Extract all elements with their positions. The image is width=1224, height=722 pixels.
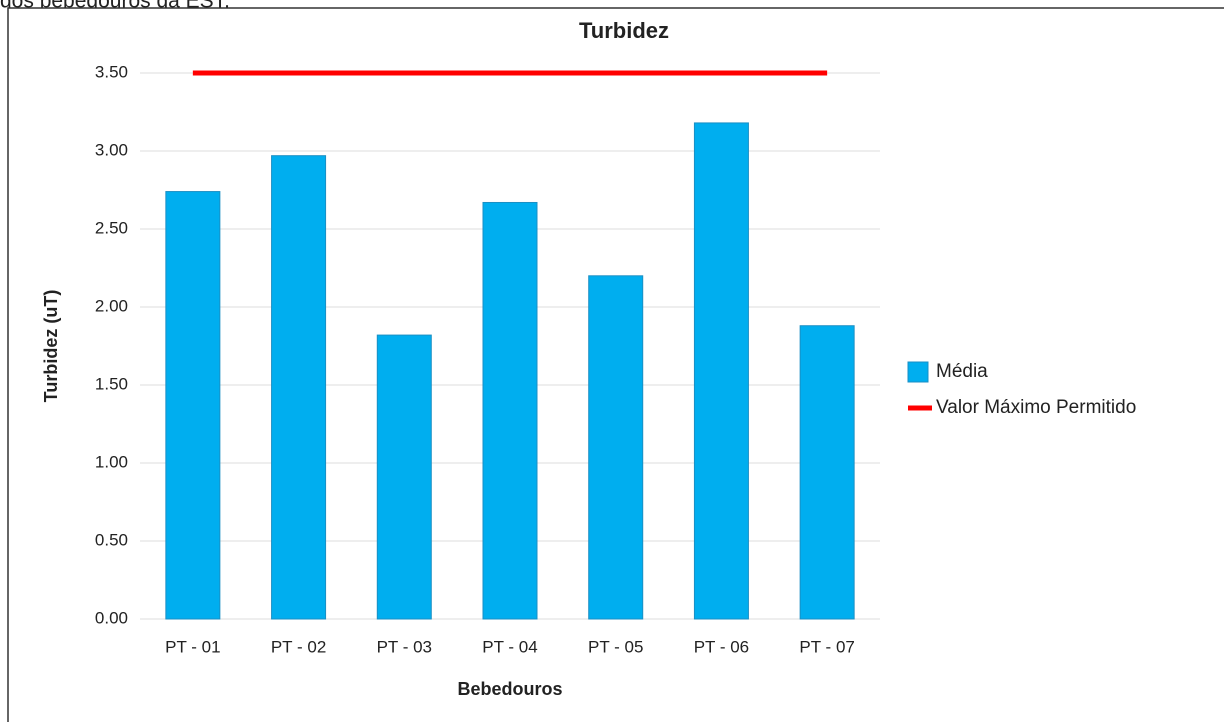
x-tick-label: PT - 03: [377, 637, 432, 656]
x-axis-label: Bebedouros: [457, 679, 562, 699]
chart-frame: [7, 7, 1224, 722]
bar: [588, 275, 644, 620]
legend-swatch: [907, 361, 929, 383]
y-tick-label: 1.00: [95, 452, 128, 471]
y-axis-label: Turbidez (uT): [41, 290, 61, 403]
y-tick-label: 0.00: [95, 608, 128, 627]
x-tick-label: PT - 01: [165, 637, 220, 656]
x-tick-label: PT - 02: [271, 637, 326, 656]
y-tick-label: 0.50: [95, 530, 128, 549]
bar: [376, 334, 432, 620]
y-tick-label: 2.50: [95, 218, 128, 237]
y-tick-label: 1.50: [95, 374, 128, 393]
legend-label: Média: [936, 361, 988, 382]
x-tick-label: PT - 07: [799, 637, 854, 656]
x-tick-label: PT - 06: [694, 637, 749, 656]
bar: [165, 191, 221, 620]
x-tick-label: PT - 05: [588, 637, 643, 656]
caption: dos bebedouros da EST.: [0, 0, 230, 13]
legend-label: Valor Máximo Permitido: [936, 397, 1136, 418]
y-tick-label: 3.50: [95, 62, 128, 81]
bar: [799, 325, 855, 620]
chart-title: Turbidez: [579, 18, 669, 43]
bar: [271, 155, 327, 620]
bar: [482, 201, 538, 620]
x-tick-label: PT - 04: [482, 637, 537, 656]
y-tick-label: 3.00: [95, 140, 128, 159]
bar: [693, 122, 749, 620]
y-tick-label: 2.00: [95, 296, 128, 315]
